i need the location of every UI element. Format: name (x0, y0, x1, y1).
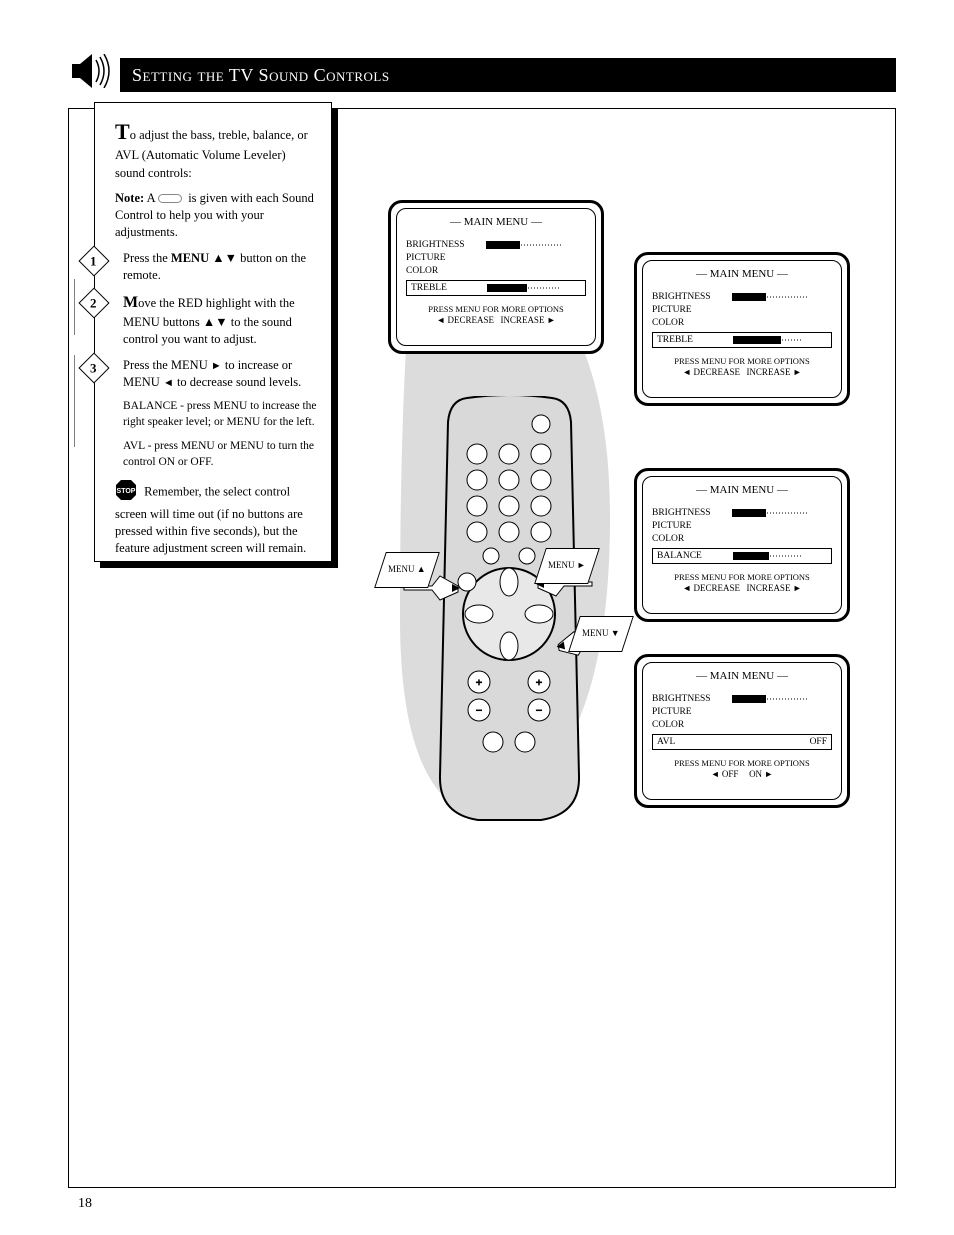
tv-title: — MAIN MENU — (406, 216, 586, 228)
step-2-diamond: 2 (78, 288, 109, 319)
svg-text:−: − (536, 705, 542, 717)
step3-balance: BALANCE - press MENU to increase the rig… (123, 399, 317, 431)
bar-icon (158, 194, 182, 203)
header-bar: Setting the TV Sound Controls (120, 58, 896, 92)
page-number: 18 (78, 1196, 92, 1212)
speaker-icon (72, 54, 116, 93)
stop-icon: STOP (115, 479, 137, 506)
tv-highlight-row: TREBLE (406, 280, 586, 296)
step-1: 1 Press the MENU ▲▼ button on the remote… (115, 250, 317, 285)
svg-text:+: + (536, 677, 542, 689)
step-3: 3 Press the MENU ► to increase or MENU ◄… (115, 357, 317, 471)
svg-text:−: − (476, 705, 482, 717)
tv-rows: BRIGHTNESS PICTURE COLOR (406, 240, 586, 276)
step-2: 2 Move the RED highlight with the MENU b… (115, 292, 317, 349)
svg-text:+: + (476, 677, 482, 689)
step3-avl: AVL - press MENU or MENU to turn the con… (123, 439, 317, 471)
header-title: Setting the TV Sound Controls (120, 65, 390, 85)
tv-helper: PRESS MENU FOR MORE OPTIONS ◄ DECREASE I… (406, 304, 586, 327)
step-1-diamond: 1 (78, 245, 109, 276)
note: Note: A is given with each Sound Control… (115, 190, 317, 242)
intro: To adjust the bass, treble, balance, or … (115, 117, 317, 182)
connector (74, 279, 75, 335)
svg-text:STOP: STOP (117, 488, 136, 495)
stop-note: STOP Remember, the select control screen… (115, 479, 317, 558)
instructions-card: To adjust the bass, treble, balance, or … (94, 102, 332, 562)
tv-screen-treble: — MAIN MENU — BRIGHTNESS PICTURE COLOR T… (634, 252, 850, 406)
tv-screen-main: — MAIN MENU — BRIGHTNESS PICTURE COLOR T… (388, 200, 604, 354)
remote-control: + + − − (437, 396, 582, 824)
connector (74, 355, 75, 447)
step-3-diamond: 3 (78, 352, 109, 383)
tv-screen-balance: — MAIN MENU — BRIGHTNESS PICTURE COLOR B… (634, 468, 850, 622)
tv-screen-avl: — MAIN MENU — BRIGHTNESS PICTURE COLOR A… (634, 654, 850, 808)
